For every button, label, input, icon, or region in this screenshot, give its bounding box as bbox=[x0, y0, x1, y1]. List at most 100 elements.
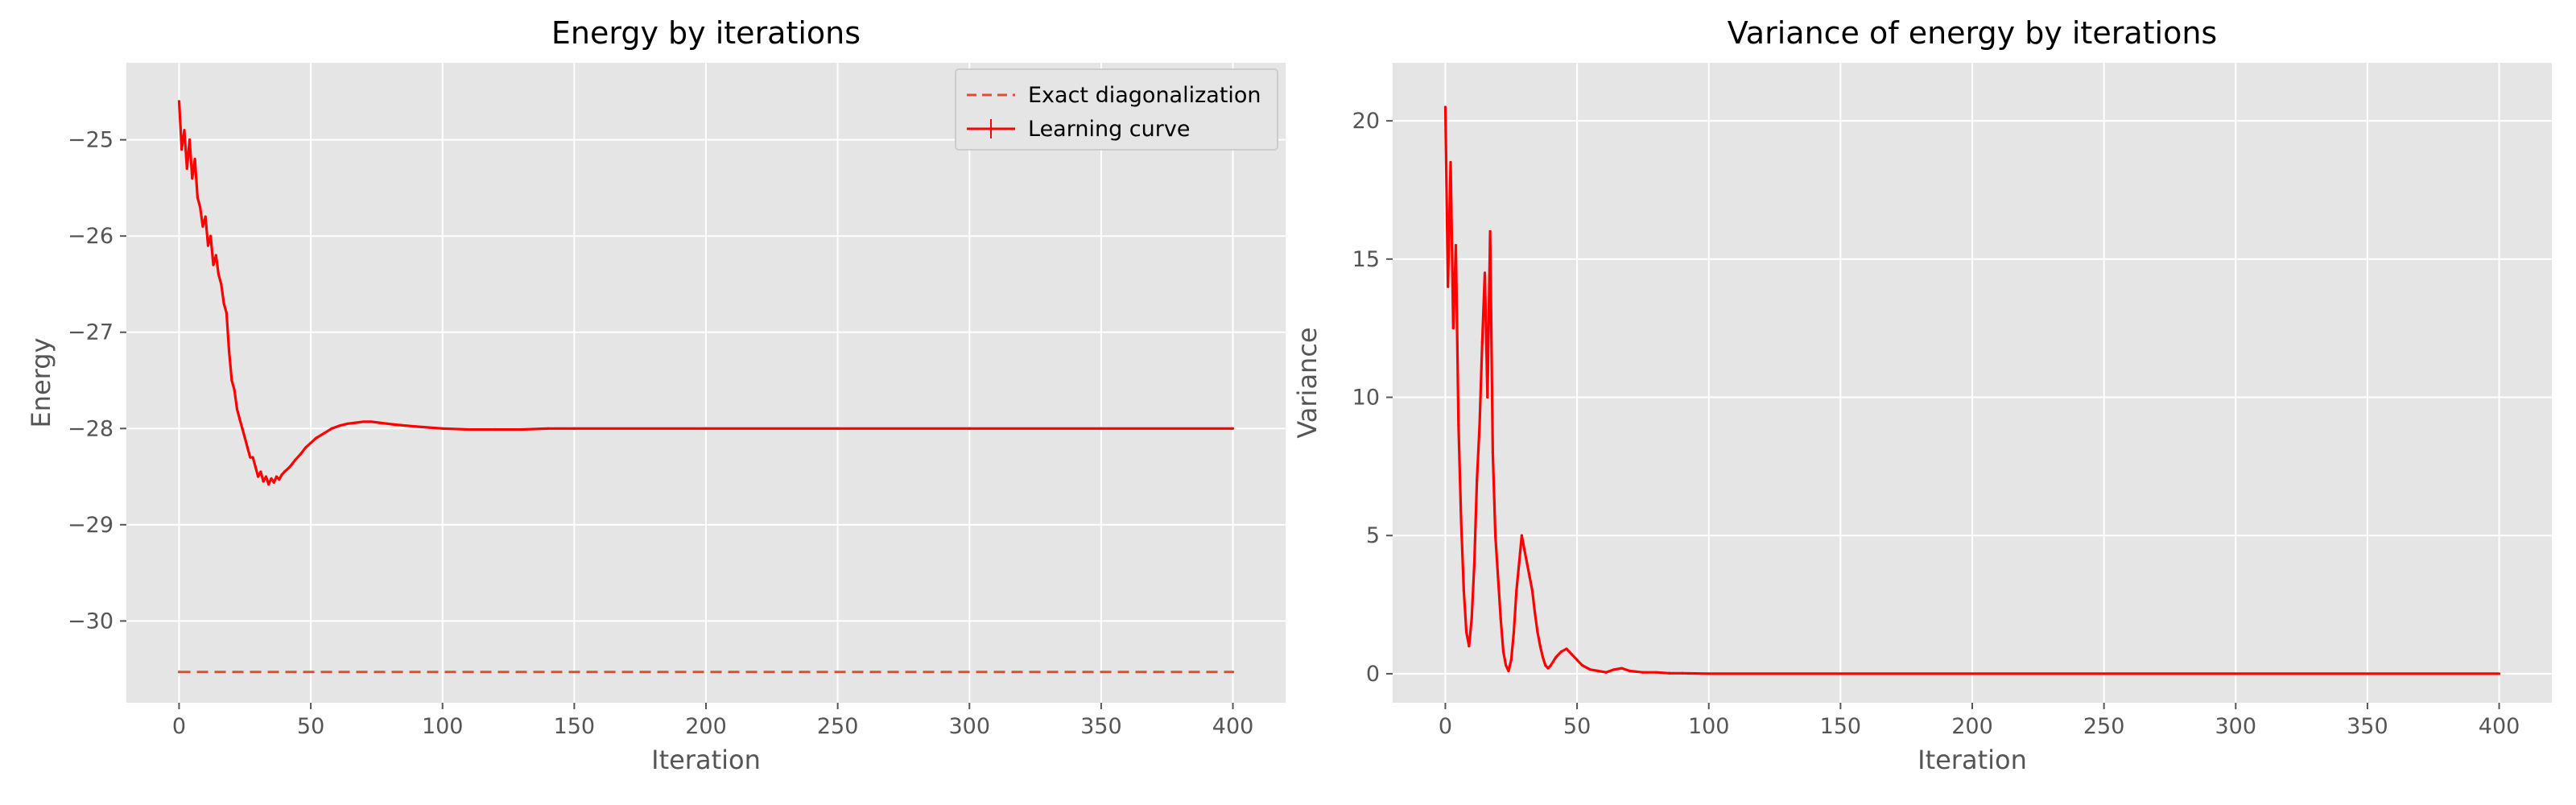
data-point-1-0 bbox=[1668, 671, 1671, 675]
x-tick-label: 50 bbox=[297, 714, 324, 739]
data-point-1-0 bbox=[1536, 630, 1539, 634]
data-point-0-1 bbox=[235, 407, 239, 411]
data-point-1-0 bbox=[1565, 647, 1568, 650]
x-tick-label: 350 bbox=[2347, 714, 2388, 739]
data-point-1-0 bbox=[1496, 576, 1500, 579]
data-point-0-1 bbox=[199, 205, 202, 208]
data-point-0-1 bbox=[322, 431, 326, 435]
x-tick-label: 250 bbox=[817, 714, 859, 739]
data-point-1-0 bbox=[1470, 617, 1473, 620]
data-point-0-1 bbox=[299, 452, 302, 456]
x-axis-label: Iteration bbox=[651, 745, 761, 775]
data-point-1-0 bbox=[2234, 672, 2237, 675]
data-point-0-1 bbox=[338, 424, 341, 427]
x-tick-label: 300 bbox=[948, 714, 990, 739]
data-point-1-0 bbox=[1486, 395, 1489, 399]
data-point-1-0 bbox=[1530, 589, 1534, 592]
y-tick-label: 20 bbox=[1352, 109, 1380, 134]
data-point-0-1 bbox=[201, 225, 204, 228]
data-point-1-0 bbox=[1520, 534, 1523, 537]
data-point-0-0 bbox=[177, 671, 181, 674]
y-tick-label: −30 bbox=[68, 609, 114, 634]
x-tick-label: 200 bbox=[1951, 714, 1993, 739]
data-point-1-0 bbox=[1517, 561, 1521, 565]
y-tick-label: −29 bbox=[68, 513, 114, 538]
data-point-0-1 bbox=[315, 436, 318, 440]
data-point-0-1 bbox=[241, 427, 244, 430]
data-point-0-1 bbox=[185, 167, 188, 171]
data-point-0-0 bbox=[1231, 671, 1235, 674]
data-point-0-1 bbox=[520, 427, 523, 431]
data-point-1-0 bbox=[1488, 229, 1492, 233]
data-point-0-1 bbox=[251, 456, 254, 459]
data-point-0-1 bbox=[354, 421, 357, 424]
data-point-0-1 bbox=[1100, 427, 1103, 430]
data-point-0-1 bbox=[254, 465, 257, 469]
data-point-0-1 bbox=[293, 459, 297, 462]
data-point-0-1 bbox=[275, 475, 279, 478]
data-point-1-0 bbox=[1523, 547, 1526, 551]
data-point-0-1 bbox=[230, 378, 233, 382]
data-point-1-0 bbox=[1654, 671, 1657, 674]
x-tick-label: 150 bbox=[554, 714, 596, 739]
x-tick-label: 100 bbox=[1688, 714, 1730, 739]
data-point-1-0 bbox=[1612, 668, 1616, 671]
x-tick-label: 250 bbox=[2083, 714, 2125, 739]
data-point-1-0 bbox=[1512, 630, 1516, 634]
data-point-0-1 bbox=[968, 427, 971, 430]
legend-box bbox=[955, 68, 1278, 151]
y-tick-label: 15 bbox=[1352, 247, 1380, 272]
data-point-0-1 bbox=[193, 157, 196, 161]
data-point-1-0 bbox=[1483, 271, 1487, 275]
data-point-1-0 bbox=[1499, 617, 1502, 620]
data-point-0-1 bbox=[262, 480, 265, 483]
data-point-0-1 bbox=[280, 473, 283, 477]
data-point-1-0 bbox=[1472, 561, 1476, 565]
data-point-1-0 bbox=[1505, 664, 1508, 667]
data-point-0-1 bbox=[246, 446, 250, 449]
data-point-0-1 bbox=[441, 427, 444, 430]
data-point-0-1 bbox=[467, 427, 471, 431]
data-point-0-1 bbox=[264, 475, 268, 478]
data-point-1-0 bbox=[1457, 423, 1460, 427]
data-point-1-0 bbox=[1534, 611, 1537, 614]
y-axis-label: Variance bbox=[1292, 327, 1323, 438]
data-point-1-0 bbox=[1549, 664, 1552, 667]
data-point-0-1 bbox=[427, 426, 431, 429]
y-tick-label: −26 bbox=[68, 224, 114, 249]
data-point-1-0 bbox=[1544, 664, 1547, 667]
data-point-1-0 bbox=[2103, 672, 2106, 675]
chart-panel-0: 0 50 100 150 200 250 300 350 400 −30 −29 −28 −27 −26 −… bbox=[26, 15, 1286, 775]
data-point-1-0 bbox=[1525, 561, 1529, 565]
data-point-0-1 bbox=[346, 422, 349, 425]
data-point-0-1 bbox=[278, 478, 281, 481]
data-point-1-0 bbox=[1451, 327, 1455, 330]
data-point-1-0 bbox=[1839, 672, 1842, 675]
data-point-1-0 bbox=[1971, 672, 1974, 675]
data-point-1-0 bbox=[1515, 589, 1518, 592]
data-point-0-1 bbox=[220, 283, 223, 286]
data-point-1-0 bbox=[1554, 655, 1558, 658]
data-point-1-0 bbox=[1443, 105, 1447, 109]
data-point-1-0 bbox=[1509, 658, 1513, 662]
chart-panel-1: 0 50 100 150 200 250 300 350 400 0 5 10 15 20 Variance… bbox=[1292, 15, 2552, 775]
x-tick-label: 300 bbox=[2215, 714, 2256, 739]
x-tick-label: 200 bbox=[685, 714, 727, 739]
data-point-1-0 bbox=[1449, 161, 1452, 164]
data-point-0-1 bbox=[257, 475, 260, 478]
data-point-1-0 bbox=[1447, 285, 1450, 288]
data-point-0-1 bbox=[415, 425, 418, 428]
data-point-0-1 bbox=[836, 427, 840, 430]
legend-label: Learning curve bbox=[1028, 117, 1190, 142]
data-point-1-0 bbox=[1681, 671, 1684, 675]
data-point-0-1 bbox=[303, 446, 308, 449]
legend: Exact diagonalization Learning curve bbox=[955, 68, 1278, 151]
x-tick-label: 400 bbox=[1212, 714, 1254, 739]
data-point-1-0 bbox=[2497, 672, 2501, 675]
data-point-1-0 bbox=[1588, 668, 1592, 671]
data-point-1-0 bbox=[1528, 576, 1531, 579]
data-point-1-0 bbox=[1480, 341, 1484, 344]
data-point-1-0 bbox=[1575, 658, 1579, 662]
data-point-0-1 bbox=[270, 477, 273, 481]
